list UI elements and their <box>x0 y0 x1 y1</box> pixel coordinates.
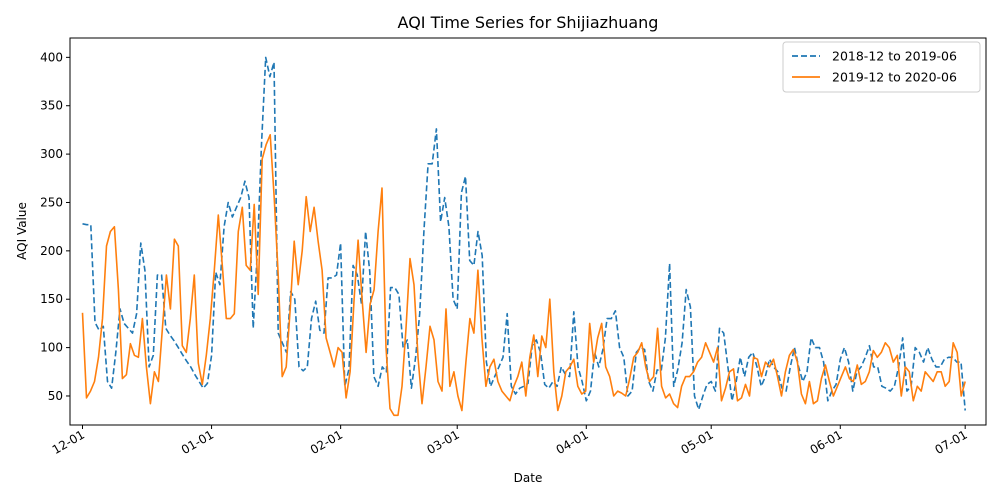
legend: 2018-12 to 2019-06 2019-12 to 2020-06 <box>782 41 981 93</box>
y-tick-label: 50 <box>48 389 63 403</box>
legend-label-series-1: 2018-12 to 2019-06 <box>832 49 957 64</box>
y-tick-label: 350 <box>40 99 63 113</box>
y-axis-label: AQI Value <box>15 202 29 260</box>
plot-area <box>81 56 966 417</box>
x-axis-label: Date <box>514 471 543 485</box>
chart-title: AQI Time Series for Shijiazhuang <box>398 13 659 32</box>
y-tick-label: 150 <box>40 292 63 306</box>
legend-label-series-2: 2019-12 to 2020-06 <box>832 70 957 85</box>
y-tick-label: 100 <box>40 341 63 355</box>
legend-box <box>782 41 981 93</box>
series-line-2 <box>81 134 966 417</box>
plot-frame <box>69 37 987 426</box>
y-tick-label: 300 <box>40 147 63 161</box>
y-tick-label: 400 <box>40 50 63 64</box>
y-axis-ticks: 50 100 150 200 250 300 350 400 <box>40 50 70 403</box>
y-tick-label: 200 <box>40 244 63 258</box>
y-tick-label: 250 <box>40 195 63 209</box>
series-line-1 <box>82 56 966 411</box>
